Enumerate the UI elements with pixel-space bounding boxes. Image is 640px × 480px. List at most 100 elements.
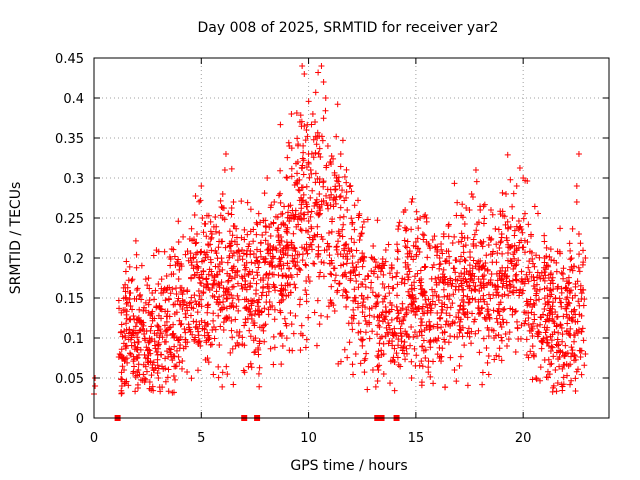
- data-point: [167, 262, 174, 269]
- data-point: [543, 244, 550, 251]
- data-point: [405, 303, 412, 310]
- data-point: [547, 348, 554, 355]
- data-point: [542, 318, 549, 325]
- data-point: [423, 301, 430, 308]
- data-point: [366, 305, 373, 312]
- data-point: [151, 367, 158, 373]
- data-point: [241, 226, 248, 233]
- data-point: [355, 329, 362, 336]
- data-point: [173, 285, 180, 292]
- data-point: [352, 351, 359, 357]
- data-point: [228, 317, 235, 324]
- data-point: [419, 319, 426, 326]
- data-point: [239, 334, 246, 341]
- data-point: [294, 271, 301, 278]
- data-point: [165, 388, 172, 395]
- data-point: [479, 381, 486, 388]
- data-point: [573, 327, 580, 334]
- data-point: [138, 262, 145, 269]
- data-point: [530, 351, 537, 357]
- data-point: [552, 367, 559, 373]
- data-point: [461, 311, 468, 318]
- data-point: [529, 260, 536, 267]
- data-point: [226, 243, 233, 250]
- data-point: [264, 175, 271, 182]
- data-point: [355, 259, 362, 266]
- data-point: [379, 260, 386, 267]
- data-point: [250, 238, 257, 245]
- data-point: [328, 191, 335, 198]
- data-point: [144, 282, 151, 289]
- data-point: [184, 288, 191, 295]
- data-point: [143, 368, 150, 375]
- data-point: [306, 174, 313, 181]
- data-point: [360, 258, 367, 265]
- data-point: [220, 292, 227, 299]
- data-point: [479, 273, 486, 280]
- data-point: [478, 240, 485, 247]
- data-point: [182, 314, 189, 321]
- data-point: [558, 324, 565, 331]
- data-point: [209, 284, 216, 291]
- data-point: [564, 314, 571, 321]
- data-point: [235, 332, 242, 339]
- data-point: [171, 353, 178, 360]
- data-point: [170, 373, 177, 380]
- data-point: [542, 329, 549, 336]
- data-point: [357, 360, 364, 367]
- data-point: [198, 317, 205, 324]
- data-point: [543, 374, 550, 381]
- data-point: [447, 354, 454, 361]
- data-point: [394, 307, 401, 314]
- data-point: [511, 232, 518, 239]
- data-point: [395, 361, 402, 368]
- data-point: [116, 305, 123, 312]
- data-point: [297, 215, 304, 222]
- data-point: [130, 368, 137, 375]
- data-point: [288, 165, 295, 172]
- data-point: [137, 291, 144, 298]
- data-point: [408, 358, 415, 365]
- data-point: [322, 95, 329, 101]
- data-point: [398, 279, 405, 286]
- data-point: [123, 295, 130, 301]
- data-point: [513, 183, 520, 189]
- data-point: [361, 313, 368, 320]
- data-point: [423, 322, 430, 329]
- data-point: [398, 320, 405, 327]
- data-point: [211, 293, 218, 300]
- data-point: [326, 243, 333, 250]
- data-point: [343, 289, 350, 296]
- data-point: [505, 336, 512, 343]
- data-point: [566, 240, 573, 247]
- data-point: [162, 355, 169, 362]
- data-point: [141, 375, 148, 382]
- data-point: [537, 314, 544, 321]
- data-point: [479, 369, 486, 376]
- data-point: [167, 324, 174, 331]
- data-point: [491, 282, 498, 289]
- data-point: [404, 253, 411, 260]
- data-point: [203, 337, 210, 344]
- data-point: [266, 270, 273, 277]
- data-point: [350, 315, 357, 322]
- data-point: [133, 355, 140, 362]
- data-point: [451, 333, 458, 340]
- data-point: [259, 232, 266, 239]
- data-point: [477, 239, 484, 246]
- data-point: [194, 231, 200, 237]
- data-point: [522, 310, 529, 317]
- data-point: [239, 247, 246, 253]
- data-point: [294, 259, 301, 266]
- data-point: [509, 203, 516, 210]
- data-point: [472, 330, 479, 337]
- data-point: [491, 356, 498, 363]
- data-point: [480, 292, 487, 299]
- data-point: [299, 332, 306, 339]
- data-point: [368, 268, 375, 275]
- data-point: [419, 231, 426, 238]
- data-point: [431, 233, 438, 240]
- data-point: [504, 237, 511, 244]
- data-point: [340, 245, 347, 252]
- data-point: [443, 248, 450, 255]
